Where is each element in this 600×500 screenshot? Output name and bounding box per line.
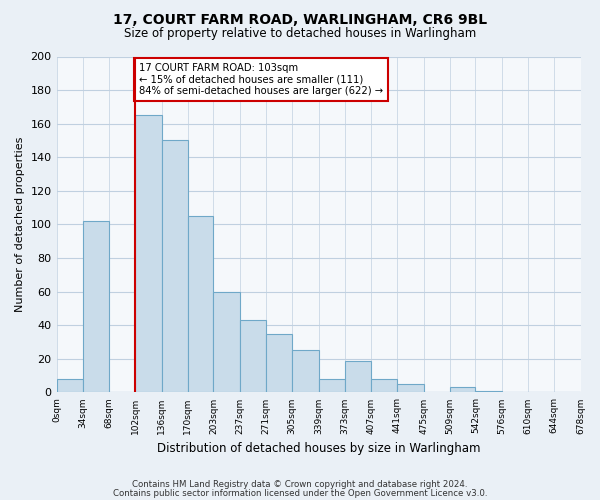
Bar	[292, 350, 319, 393]
Bar	[319, 379, 345, 392]
Bar	[450, 388, 475, 392]
Bar	[266, 334, 292, 392]
Bar	[188, 216, 214, 392]
Bar	[161, 140, 188, 392]
Text: Contains public sector information licensed under the Open Government Licence v3: Contains public sector information licen…	[113, 488, 487, 498]
Bar	[56, 379, 83, 392]
Bar	[83, 221, 109, 392]
Y-axis label: Number of detached properties: Number of detached properties	[15, 137, 25, 312]
Text: Contains HM Land Registry data © Crown copyright and database right 2024.: Contains HM Land Registry data © Crown c…	[132, 480, 468, 489]
Bar	[345, 360, 371, 392]
Bar	[214, 292, 239, 392]
Bar	[371, 379, 397, 392]
Text: Size of property relative to detached houses in Warlingham: Size of property relative to detached ho…	[124, 28, 476, 40]
Bar	[136, 116, 161, 392]
Bar	[397, 384, 424, 392]
Text: 17 COURT FARM ROAD: 103sqm
← 15% of detached houses are smaller (111)
84% of sem: 17 COURT FARM ROAD: 103sqm ← 15% of deta…	[139, 63, 383, 96]
Text: 17, COURT FARM ROAD, WARLINGHAM, CR6 9BL: 17, COURT FARM ROAD, WARLINGHAM, CR6 9BL	[113, 12, 487, 26]
Bar	[475, 391, 502, 392]
X-axis label: Distribution of detached houses by size in Warlingham: Distribution of detached houses by size …	[157, 442, 480, 455]
Bar	[239, 320, 266, 392]
